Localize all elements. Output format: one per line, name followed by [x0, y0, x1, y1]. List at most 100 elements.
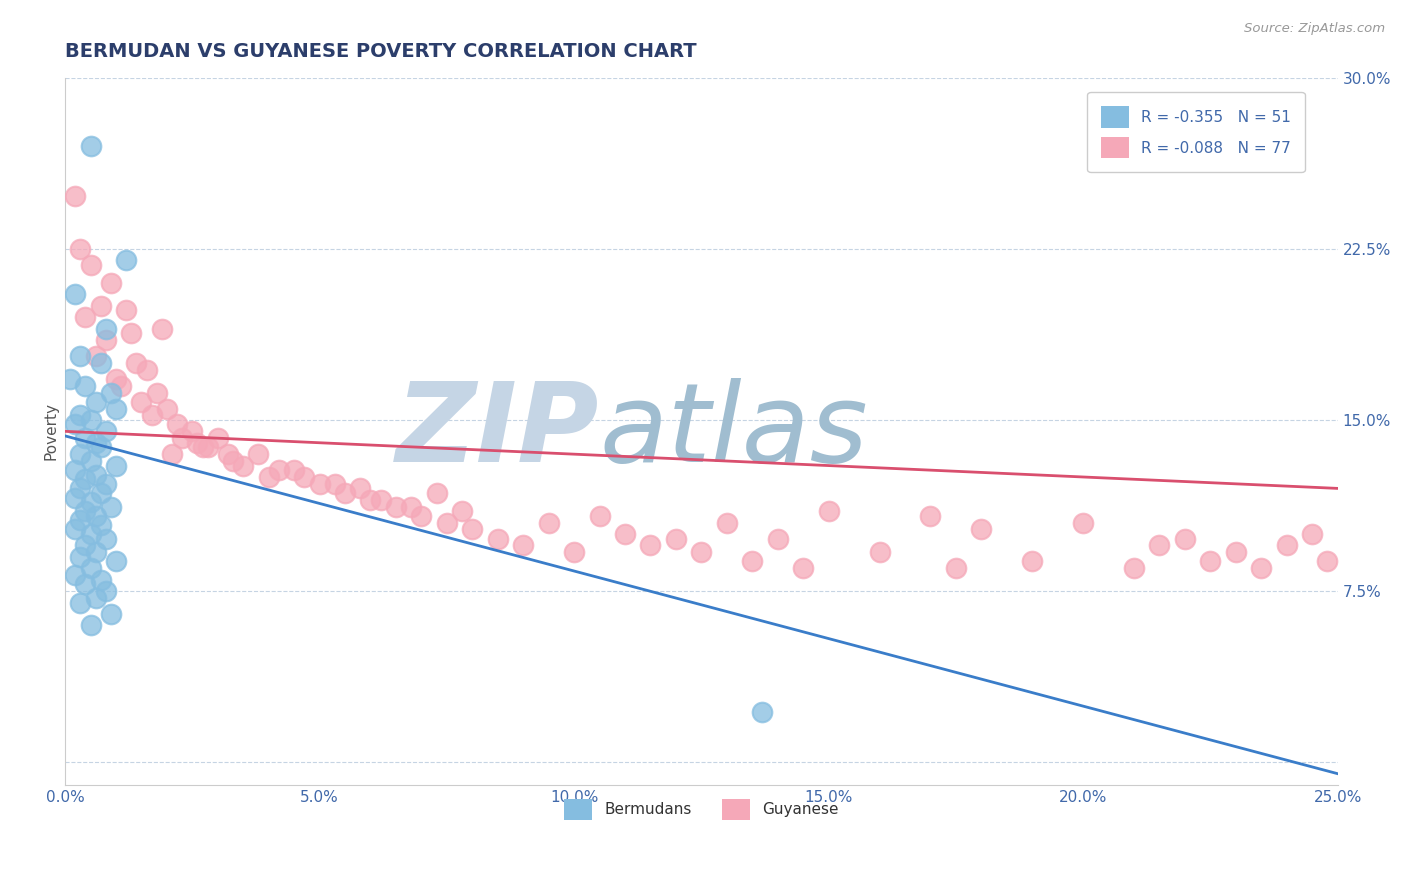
Point: [84, 467, 107, 482]
Point: [84, 435, 107, 450]
Point: [69, 595, 91, 609]
Point: [323, 476, 346, 491]
Point: [131, 394, 153, 409]
Point: [79, 495, 101, 509]
Text: Source: ZipAtlas.com: Source: ZipAtlas.com: [1244, 22, 1385, 36]
Point: [1123, 561, 1146, 575]
Point: [766, 532, 789, 546]
Point: [69, 447, 91, 461]
Point: [94, 532, 117, 546]
Point: [90, 517, 112, 532]
Point: [486, 532, 509, 546]
Point: [69, 513, 91, 527]
Point: [166, 417, 188, 432]
Point: [537, 516, 560, 530]
Point: [79, 527, 101, 541]
Point: [90, 486, 112, 500]
Point: [150, 321, 173, 335]
Point: [1275, 538, 1298, 552]
Point: [426, 486, 449, 500]
Point: [267, 463, 290, 477]
Text: BERMUDAN VS GUYANESE POVERTY CORRELATION CHART: BERMUDAN VS GUYANESE POVERTY CORRELATION…: [65, 42, 697, 61]
Point: [94, 333, 117, 347]
Point: [100, 276, 122, 290]
Point: [75, 538, 97, 552]
Point: [1250, 561, 1272, 575]
Point: [65, 189, 87, 203]
Point: [104, 401, 127, 416]
Point: [79, 258, 101, 272]
Point: [869, 545, 891, 559]
Point: [104, 458, 127, 473]
Point: [399, 500, 422, 514]
Point: [65, 287, 87, 301]
Text: ZIP: ZIP: [396, 378, 599, 485]
Point: [84, 394, 107, 409]
Y-axis label: Poverty: Poverty: [44, 402, 58, 460]
Point: [69, 482, 91, 496]
Point: [751, 705, 773, 719]
Point: [90, 299, 112, 313]
Point: [84, 591, 107, 605]
Point: [100, 607, 122, 621]
Point: [191, 440, 214, 454]
Point: [65, 463, 87, 477]
Point: [141, 409, 163, 423]
Point: [207, 431, 229, 445]
Point: [1225, 545, 1247, 559]
Point: [75, 577, 97, 591]
Point: [792, 561, 814, 575]
Point: [1071, 516, 1094, 530]
Legend: Bermudans, Guyanese: Bermudans, Guyanese: [551, 785, 852, 834]
Point: [110, 378, 132, 392]
Point: [79, 139, 101, 153]
Point: [69, 242, 91, 256]
Point: [84, 545, 107, 559]
Point: [84, 349, 107, 363]
Point: [349, 482, 371, 496]
Point: [94, 584, 117, 599]
Point: [451, 504, 474, 518]
Point: [411, 508, 433, 523]
Point: [385, 500, 408, 514]
Point: [94, 321, 117, 335]
Point: [69, 549, 91, 564]
Point: [65, 568, 87, 582]
Point: [135, 362, 157, 376]
Point: [75, 310, 97, 325]
Point: [1174, 532, 1197, 546]
Point: [69, 409, 91, 423]
Point: [920, 508, 942, 523]
Point: [614, 527, 637, 541]
Point: [186, 435, 208, 450]
Point: [436, 516, 458, 530]
Point: [65, 491, 87, 505]
Point: [1199, 554, 1222, 568]
Point: [115, 303, 138, 318]
Point: [69, 349, 91, 363]
Point: [970, 523, 993, 537]
Point: [741, 554, 763, 568]
Point: [79, 618, 101, 632]
Point: [360, 492, 382, 507]
Point: [308, 476, 330, 491]
Point: [283, 463, 305, 477]
Point: [84, 508, 107, 523]
Point: [100, 385, 122, 400]
Point: [640, 538, 662, 552]
Point: [292, 470, 315, 484]
Point: [197, 440, 219, 454]
Point: [690, 545, 713, 559]
Point: [120, 326, 142, 341]
Point: [945, 561, 967, 575]
Text: atlas: atlas: [599, 378, 868, 485]
Point: [370, 492, 392, 507]
Point: [79, 413, 101, 427]
Point: [172, 431, 194, 445]
Point: [125, 356, 148, 370]
Point: [222, 454, 245, 468]
Point: [104, 372, 127, 386]
Point: [181, 425, 204, 439]
Point: [1149, 538, 1171, 552]
Point: [247, 447, 270, 461]
